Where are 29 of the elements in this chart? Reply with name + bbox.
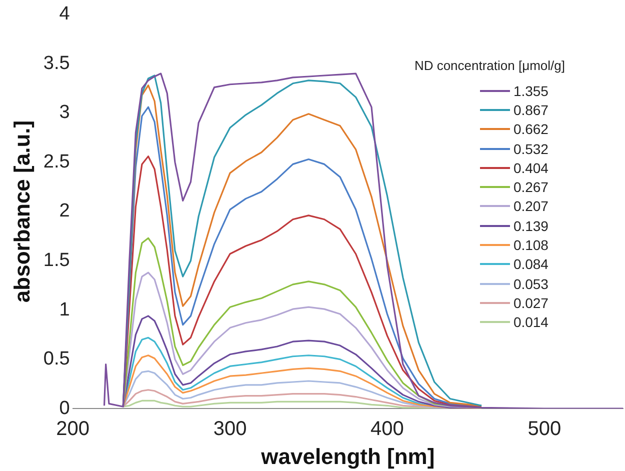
legend-label: 0.053 [513, 276, 548, 292]
y-tick-label: 2.5 [43, 151, 70, 172]
legend-label: 0.084 [513, 256, 548, 272]
x-axis-title: wavelength [nm] [260, 444, 435, 469]
y-tick-label: 2 [59, 200, 70, 222]
legend-label: 0.867 [513, 102, 548, 118]
x-tick-label: 200 [56, 418, 90, 440]
legend-label: 0.139 [513, 218, 548, 234]
x-tick-label: 400 [370, 418, 404, 440]
legend-label: 0.532 [513, 140, 548, 157]
y-tick-label: 4 [59, 4, 70, 25]
legend-label: 0.108 [513, 237, 548, 254]
legend-title: ND concentration [μmol/g] [414, 58, 565, 73]
legend-label: 0.267 [513, 179, 548, 196]
legend-label: 1.355 [513, 82, 548, 99]
y-tick-label: 3.5 [43, 52, 70, 74]
x-tick-label: 500 [528, 418, 562, 440]
y-tick-label: 1.5 [43, 250, 70, 272]
y-tick-label: 0.5 [43, 348, 70, 370]
legend-label: 0.014 [513, 314, 548, 330]
x-tick-label: 300 [213, 418, 247, 440]
y-axis-title: absorbance [a.u.] [9, 120, 34, 303]
legend-label: 0.027 [513, 294, 548, 311]
legend-label: 0.662 [513, 121, 548, 138]
y-tick-label: 0 [59, 398, 70, 419]
legend-label: 0.404 [513, 160, 548, 176]
legend-label: 0.207 [513, 198, 548, 214]
y-tick-label: 3 [59, 102, 70, 124]
y-tick-label: 1 [59, 299, 70, 320]
